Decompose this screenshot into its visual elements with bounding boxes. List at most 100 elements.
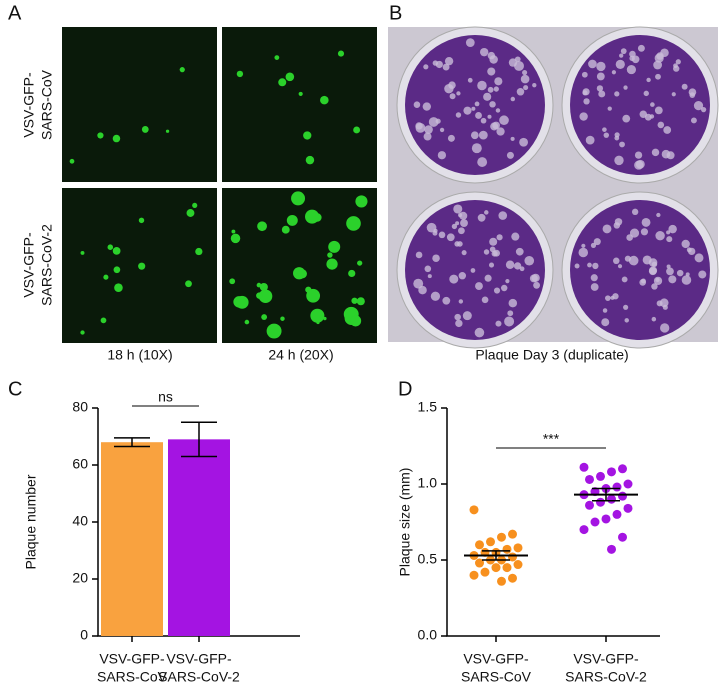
point	[475, 540, 484, 550]
gfp-cell	[138, 217, 145, 224]
plaque	[605, 295, 611, 302]
caption: Plaque Day 3 (duplicate)	[475, 347, 628, 363]
plaque	[475, 282, 483, 290]
point	[579, 525, 589, 535]
gfp-cell	[278, 78, 287, 87]
plaque	[676, 269, 684, 277]
plaque	[471, 143, 482, 154]
x-tick-label: SARS-CoV-2	[158, 669, 240, 685]
plaque	[423, 64, 429, 70]
plaque	[494, 77, 503, 86]
point	[618, 491, 627, 501]
point	[601, 514, 611, 524]
plaque	[531, 273, 540, 283]
plaque	[513, 262, 522, 270]
plaque	[449, 93, 456, 100]
plaque	[424, 125, 433, 134]
plaque	[483, 249, 490, 255]
plaque	[615, 59, 625, 69]
row-label: VSV-GFP-	[21, 72, 37, 138]
plaque	[484, 274, 492, 282]
plaque	[620, 48, 627, 55]
plaque	[493, 249, 500, 257]
plaque	[663, 126, 672, 134]
plaque	[666, 267, 674, 276]
plaque	[596, 61, 606, 72]
gfp-cell	[259, 282, 268, 292]
point	[618, 532, 627, 542]
plaque	[454, 241, 460, 247]
x-tick-label: SARS-CoV	[97, 669, 168, 685]
gfp-cell	[353, 126, 361, 134]
plaque	[493, 86, 499, 92]
sem-bar	[592, 487, 620, 502]
plaque	[479, 47, 489, 57]
plaque	[496, 234, 503, 241]
gfp-cell	[258, 289, 273, 304]
point	[502, 563, 512, 573]
gfp-cell	[346, 216, 361, 231]
gfp-cell	[112, 246, 121, 255]
plaque	[442, 296, 451, 305]
plaque	[515, 247, 524, 256]
gfp-cell	[298, 91, 303, 96]
plaque	[489, 101, 496, 108]
plaque	[644, 113, 652, 121]
plaque	[444, 56, 454, 66]
plaque	[477, 80, 487, 91]
bar	[168, 439, 230, 636]
plaque	[590, 274, 598, 282]
plaque	[601, 318, 610, 327]
gfp-cell	[244, 319, 250, 325]
plaque	[495, 108, 501, 113]
point	[590, 517, 600, 527]
point	[585, 500, 594, 510]
plaque	[650, 102, 655, 107]
plaque	[484, 210, 489, 215]
plaque	[413, 101, 421, 108]
gfp-cell	[305, 209, 320, 224]
plaque	[628, 255, 639, 266]
gfp-cell	[103, 274, 109, 280]
plaque	[477, 213, 486, 222]
point	[579, 462, 589, 472]
gfp-cell	[337, 50, 345, 57]
plaque	[593, 238, 601, 246]
gfp-cell	[357, 260, 363, 266]
plaque	[640, 228, 649, 236]
plaque	[668, 275, 677, 284]
plaque	[438, 231, 446, 239]
plaque	[428, 117, 439, 127]
plaque	[474, 327, 485, 338]
gfp-cell	[230, 233, 241, 244]
plaque	[459, 211, 468, 220]
plaque	[481, 296, 489, 304]
plaque	[511, 232, 520, 241]
gfp-cell	[280, 316, 285, 321]
column-label: 24 h (20X)	[268, 347, 333, 363]
plaque	[662, 304, 668, 310]
y-tick-label: 40	[72, 513, 88, 529]
panel-letter: D	[398, 378, 412, 400]
plaque	[581, 243, 586, 248]
y-tick-label: 1.5	[418, 399, 438, 415]
plaque	[463, 106, 472, 115]
gfp-cell	[229, 278, 236, 285]
gfp-cell	[326, 258, 338, 270]
plaque	[596, 72, 605, 81]
plaque	[455, 319, 463, 328]
plaque	[602, 127, 607, 132]
plaque	[523, 85, 529, 91]
gfp-cell	[297, 269, 307, 279]
plaque	[516, 88, 525, 96]
plaque	[427, 274, 432, 279]
point	[513, 560, 523, 570]
plaque	[496, 127, 505, 136]
point	[513, 543, 523, 553]
gfp-cell	[291, 191, 306, 206]
y-axis-label: Plaque number	[23, 474, 39, 569]
point	[618, 464, 627, 474]
plaque	[413, 278, 424, 289]
point	[508, 529, 517, 539]
plaque	[488, 262, 495, 268]
